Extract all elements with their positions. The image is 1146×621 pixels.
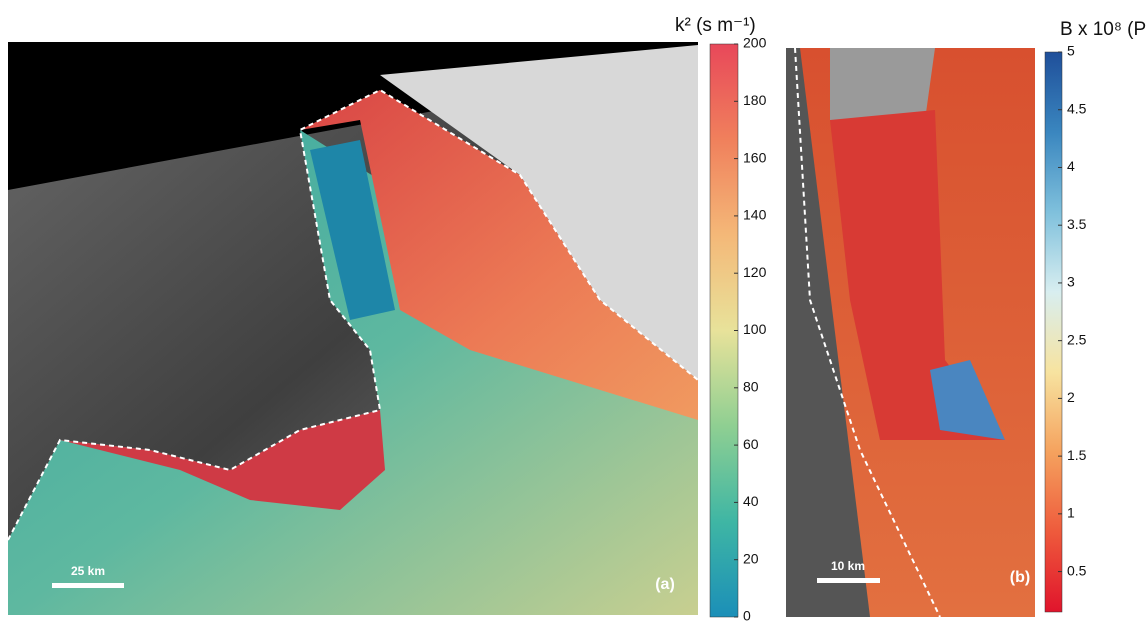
colorbar-tick-label: 100 xyxy=(743,321,767,337)
colorbar xyxy=(1045,52,1062,612)
scale-bar-label: 25 km xyxy=(71,564,105,578)
panel-b-map xyxy=(786,48,1035,617)
colorbar-tick-label: 1.5 xyxy=(1067,447,1087,463)
colorbar-tick-label: 180 xyxy=(743,92,767,108)
colorbar-tick-label: 2.5 xyxy=(1067,331,1087,347)
colorbar-tick-label: 3.5 xyxy=(1067,216,1087,232)
colorbar-tick-label: 4 xyxy=(1067,158,1075,174)
panel-label: (a) xyxy=(655,576,675,593)
colorbar-title: B x 10⁸ (Pa s⁻¹ᐟ³) xyxy=(1060,19,1146,40)
colorbar-tick-label: 0.5 xyxy=(1067,562,1087,578)
scale-bar-label: 10 km xyxy=(831,559,865,573)
panel-label: (b) xyxy=(1010,569,1030,586)
colorbar-tick-label: 200 xyxy=(743,35,767,51)
colorbar-tick-label: 120 xyxy=(743,264,767,280)
colorbar-tick-label: 2 xyxy=(1067,389,1075,405)
panel-a-map xyxy=(8,42,698,615)
colorbar-tick-label: 1 xyxy=(1067,505,1075,521)
colorbar-title: k² (s m⁻¹) xyxy=(675,15,756,36)
colorbar-tick-label: 5 xyxy=(1067,43,1075,59)
colorbar xyxy=(710,44,738,617)
colorbar-tick-label: 40 xyxy=(743,493,759,509)
colorbar-tick-label: 160 xyxy=(743,149,767,165)
colorbar-tick-label: 140 xyxy=(743,207,767,223)
colorbar-tick-label: 0 xyxy=(743,608,751,621)
colorbar-tick-label: 4.5 xyxy=(1067,100,1087,116)
colorbar-tick-label: 20 xyxy=(743,550,759,566)
colorbar-tick-label: 3 xyxy=(1067,274,1075,290)
figure: (a) 25 km k² (s m⁻¹) 0 20 40 60 80 100 120 140 160 1… xyxy=(0,0,1146,621)
colorbar-tick-label: 60 xyxy=(743,436,759,452)
colorbar-tick-label: 80 xyxy=(743,379,759,395)
